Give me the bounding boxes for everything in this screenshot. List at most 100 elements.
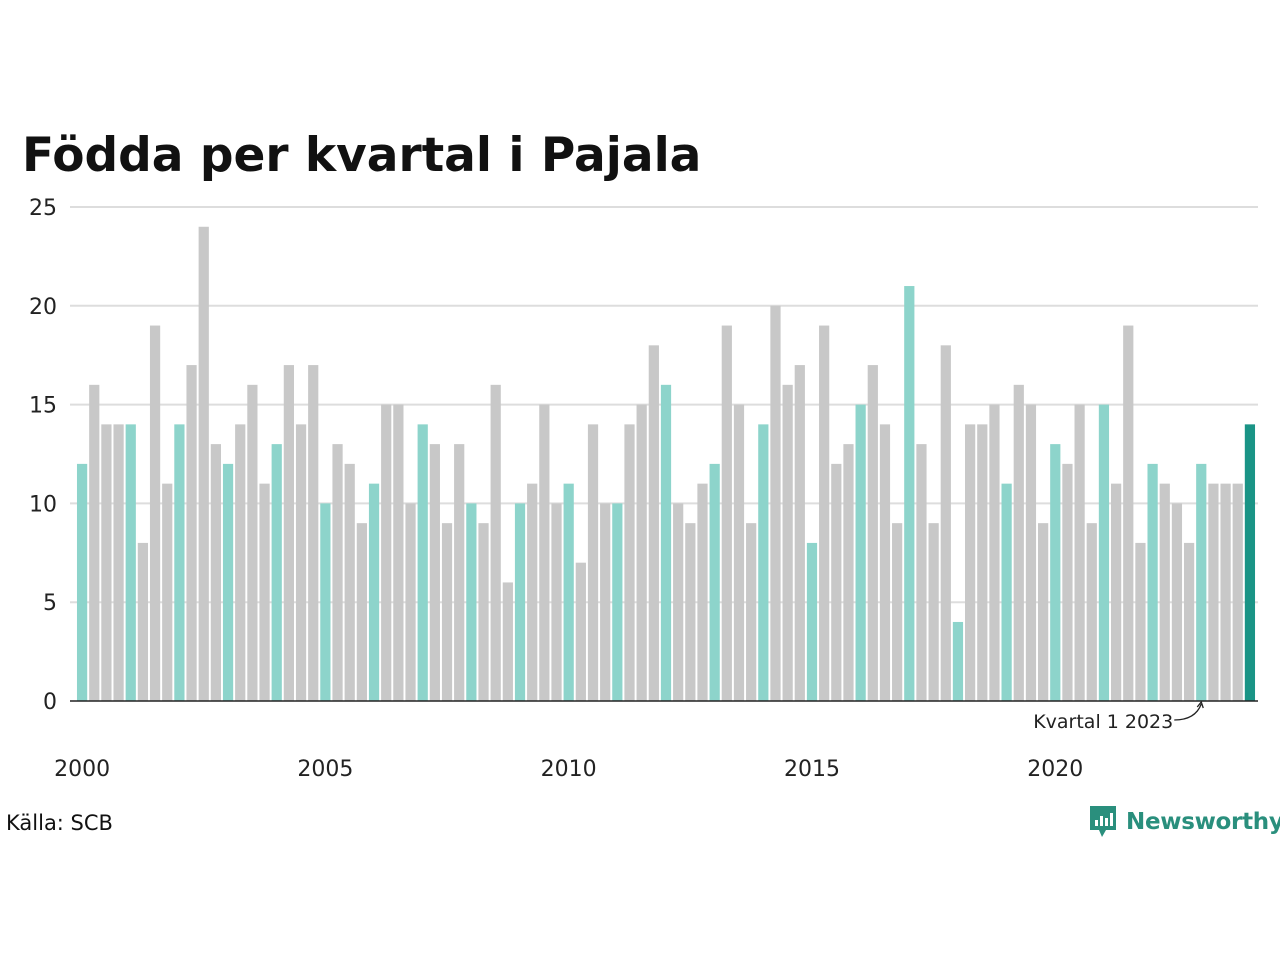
bar-2007-q1: [417, 424, 428, 701]
bar-2003-q3: [247, 384, 258, 701]
bar-2018-q3: [977, 424, 988, 701]
bar-2017-q4: [940, 345, 951, 701]
bar-2002-q2: [186, 365, 197, 701]
bar-2018-q1: [952, 621, 964, 701]
bar-2015-q2: [819, 325, 830, 701]
bar-2013-q3: [733, 404, 745, 701]
bar-2002-q1: [174, 424, 185, 701]
y-tick-label: 20: [29, 295, 57, 320]
bar-2011-q3: [636, 404, 647, 701]
bar-2021-q1: [1098, 404, 1110, 701]
x-tick-label: 2015: [784, 757, 840, 782]
annotation-label: Kvartal 1 2023: [1033, 711, 1173, 733]
bar-2013-q2: [721, 325, 732, 701]
bar-2019-q4: [1038, 523, 1049, 701]
y-tick-label: 0: [43, 690, 57, 715]
y-axis-ticks: 0 5 10 15 20 25: [29, 196, 57, 715]
bar-2004-q3: [295, 424, 307, 701]
x-tick-label: 2000: [54, 757, 110, 782]
bar-2014-q4: [794, 365, 805, 701]
bar-2021-q3: [1123, 325, 1134, 701]
bar-2011-q4: [648, 345, 659, 701]
bar-2012-q3: [685, 523, 696, 701]
bar-2015-q3: [831, 463, 842, 701]
bar-2003-q2: [235, 424, 246, 701]
bar-2004-q4: [308, 365, 319, 701]
bar-2016-q4: [892, 523, 903, 701]
bar-2014-q2: [770, 305, 781, 701]
bar-2008-q1: [466, 503, 477, 701]
bar-2019-q1: [1001, 483, 1012, 701]
bar-2017-q1: [904, 286, 915, 701]
bar-2023-q1: [1196, 463, 1207, 701]
bar-2022-q1: [1147, 463, 1158, 701]
bar-2010-q4: [600, 503, 611, 701]
y-tick-label: 5: [43, 591, 57, 616]
newsworthy-logo-icon: [1090, 806, 1116, 837]
bar-2001-q3: [149, 325, 161, 701]
x-axis-ticks: 2000 2005 2010 2015 2020: [54, 757, 1083, 782]
annotation-arrowhead: [1196, 700, 1204, 709]
bar-2003-q4: [259, 483, 270, 701]
bar-2009-q1: [514, 503, 526, 701]
bar-2009-q3: [539, 404, 550, 701]
bar-2017-q2: [916, 444, 927, 701]
bar-2006-q3: [393, 404, 404, 701]
bar-2020-q4: [1086, 523, 1097, 701]
bar-2005-q4: [356, 523, 367, 701]
bar-2008-q2: [478, 523, 489, 701]
chart-title: Födda per kvartal i Pajala: [22, 128, 702, 183]
x-tick-label: 2005: [297, 757, 353, 782]
bar-2005-q3: [344, 463, 355, 701]
bar-2006-q1: [368, 483, 380, 701]
bar-2000-q2: [89, 384, 100, 701]
bar-2012-q1: [660, 384, 672, 701]
bar-2000-q3: [101, 424, 112, 701]
bar-2009-q4: [551, 503, 562, 701]
bar-2019-q3: [1025, 404, 1037, 701]
bar-2023-q2: [1208, 483, 1219, 701]
bar-2004-q1: [271, 444, 282, 701]
bar-2015-q1: [806, 542, 818, 701]
bar-2008-q4: [502, 582, 513, 701]
bar-2007-q2: [429, 444, 440, 701]
bar-2018-q4: [989, 404, 1000, 701]
bar-2013-q1: [709, 463, 720, 701]
bar-2002-q4: [210, 444, 222, 701]
bar-2003-q1: [222, 463, 234, 701]
annotation-arrow: [1174, 703, 1202, 721]
bar-2005-q1: [320, 503, 331, 701]
bar-2004-q2: [283, 365, 294, 701]
bar-2017-q3: [928, 523, 939, 701]
bar-2012-q4: [697, 483, 708, 701]
bar-2009-q2: [527, 483, 538, 701]
bar-2015-q4: [843, 444, 854, 701]
source-note: Källa: SCB: [6, 811, 113, 835]
bar-2007-q3: [441, 523, 453, 701]
chart-annotation: Kvartal 1 2023: [1033, 700, 1204, 733]
bar-2021-q2: [1110, 483, 1122, 701]
bar-2010-q1: [563, 483, 574, 701]
x-tick-label: 2010: [541, 757, 597, 782]
bar-2001-q2: [137, 542, 149, 701]
bar-2022-q2: [1159, 483, 1170, 701]
y-tick-label: 10: [29, 492, 57, 517]
bar-2024-q1: [1244, 424, 1256, 701]
bar-2023-q3: [1220, 483, 1231, 701]
bar-2021-q4: [1135, 542, 1146, 701]
bar-2014-q3: [782, 384, 793, 701]
bar-2016-q1: [855, 404, 866, 701]
bar-2020-q3: [1074, 404, 1085, 701]
bar-2010-q3: [587, 424, 599, 701]
brand-logo: Newsworthy: [1088, 804, 1280, 840]
bar-2002-q3: [198, 226, 209, 701]
bar-2006-q4: [405, 503, 416, 701]
bar-2007-q4: [454, 444, 465, 701]
bar-2020-q1: [1050, 444, 1061, 701]
bar-2013-q4: [746, 523, 757, 701]
bar-2012-q2: [673, 503, 684, 701]
bar-2016-q2: [867, 365, 878, 701]
bar-2023-q4: [1232, 483, 1243, 701]
bar-2010-q2: [575, 562, 586, 701]
